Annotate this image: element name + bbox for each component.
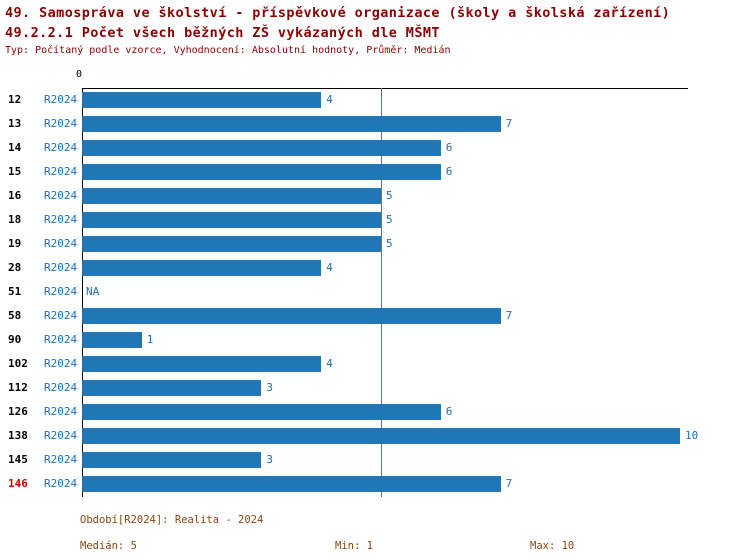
y-axis-line <box>82 88 83 497</box>
chart-row: 12 R2024 4 <box>0 88 750 112</box>
bar <box>82 404 441 420</box>
bar <box>82 476 501 492</box>
row-category-label: 28 <box>8 261 22 274</box>
row-category-label: 51 <box>8 285 22 298</box>
row-category-label: 126 <box>8 405 28 418</box>
row-series-label: R2024 <box>44 141 78 154</box>
bar-value-label: 7 <box>505 309 513 322</box>
row-category-label: 90 <box>8 333 22 346</box>
bar <box>82 164 441 180</box>
footer-median: Medián: 5 <box>80 540 137 552</box>
row-series-label: R2024 <box>44 405 78 418</box>
row-series-label: R2024 <box>44 261 78 274</box>
bar-value-label: 5 <box>386 237 393 250</box>
chart-meta-line: Typ: Počítaný podle vzorce, Vyhodnocení:… <box>5 45 451 56</box>
chart-row: 28 R2024 4 <box>0 256 750 280</box>
row-series-label: R2024 <box>44 165 78 178</box>
row-series-label: R2024 <box>44 117 78 130</box>
row-series-label: R2024 <box>44 381 78 394</box>
chart-rows: 12 R2024 4 13 R2024 7 14 R2024 6 15 R2024 6 16 R2024 5… <box>0 88 750 496</box>
chart-row: 14 R2024 6 <box>0 136 750 160</box>
x-axis-zero-label: 0 <box>76 69 83 80</box>
chart-row: 126 R2024 6 <box>0 400 750 424</box>
bar <box>82 308 501 324</box>
row-category-label: 138 <box>8 429 28 442</box>
chart-row: 102 R2024 4 <box>0 352 750 376</box>
bar-value-label: 4 <box>326 93 333 106</box>
row-series-label: R2024 <box>44 285 78 298</box>
bar-value-label: 5 <box>386 189 393 202</box>
bar <box>82 380 262 396</box>
bar <box>82 236 381 252</box>
chart-row: 145 R2024 3 <box>0 448 750 472</box>
row-category-label: 102 <box>8 357 28 370</box>
bar-value-label: 6 <box>445 141 453 154</box>
bar-value-label: NA <box>86 285 100 298</box>
footer-min: Min: 1 <box>335 540 373 552</box>
row-series-label: R2024 <box>44 333 78 346</box>
row-category-label: 146 <box>8 477 28 490</box>
chart-row: 146 R2024 7 <box>0 472 750 496</box>
row-series-label: R2024 <box>44 357 78 370</box>
chart-row: 16 R2024 5 <box>0 184 750 208</box>
chart-row: 15 R2024 6 <box>0 160 750 184</box>
bar <box>82 212 381 228</box>
bar <box>82 188 381 204</box>
chart-row: 18 R2024 5 <box>0 208 750 232</box>
chart-row: 58 R2024 7 <box>0 304 750 328</box>
row-category-label: 12 <box>8 93 22 106</box>
row-series-label: R2024 <box>44 237 78 250</box>
row-category-label: 16 <box>8 189 22 202</box>
row-series-label: R2024 <box>44 429 78 442</box>
row-series-label: R2024 <box>44 477 78 490</box>
bar <box>82 116 501 132</box>
chart-row: 19 R2024 5 <box>0 232 750 256</box>
median-line <box>381 88 382 497</box>
chart-row: 13 R2024 7 <box>0 112 750 136</box>
bar-value-label: 3 <box>266 381 274 394</box>
bar <box>82 332 142 348</box>
page-subtitle: 49.2.2.1 Počet všech běžných ZŠ vykázaný… <box>5 25 440 41</box>
row-category-label: 58 <box>8 309 22 322</box>
bar-value-label: 5 <box>386 213 393 226</box>
row-category-label: 15 <box>8 165 22 178</box>
chart-row: 90 R2024 1 <box>0 328 750 352</box>
row-category-label: 19 <box>8 237 22 250</box>
bar-value-label: 4 <box>326 357 333 370</box>
row-series-label: R2024 <box>44 309 78 322</box>
bar-value-label: 7 <box>505 477 513 490</box>
bar-chart: 12 R2024 4 13 R2024 7 14 R2024 6 15 R2024 6 16 R2024 5… <box>0 88 750 498</box>
bar-value-label: 3 <box>266 453 274 466</box>
x-axis-line <box>82 88 688 89</box>
bar-value-label: 6 <box>445 165 453 178</box>
footer-period: Období[R2024]: Realita - 2024 <box>80 514 264 526</box>
bar <box>82 452 262 468</box>
row-series-label: R2024 <box>44 189 78 202</box>
row-category-label: 14 <box>8 141 22 154</box>
row-category-label: 13 <box>8 117 22 130</box>
bar-value-label: 4 <box>326 261 333 274</box>
footer-max: Max: 10 <box>530 540 575 552</box>
row-category-label: 112 <box>8 381 28 394</box>
bar <box>82 140 441 156</box>
chart-row: 138 R2024 10 <box>0 424 750 448</box>
bar-value-label: 7 <box>505 117 513 130</box>
bar-value-label: 6 <box>445 405 453 418</box>
row-category-label: 145 <box>8 453 28 466</box>
chart-row: 112 R2024 3 <box>0 376 750 400</box>
bar-value-label: 10 <box>685 429 699 442</box>
bar <box>82 92 322 108</box>
row-series-label: R2024 <box>44 93 78 106</box>
bar <box>82 260 322 276</box>
row-category-label: 18 <box>8 213 22 226</box>
bar <box>82 428 680 444</box>
row-series-label: R2024 <box>44 453 78 466</box>
row-series-label: R2024 <box>44 213 78 226</box>
bar <box>82 356 322 372</box>
bar-value-label: 1 <box>146 333 154 346</box>
page-title: 49. Samospráva ve školství - příspěvkové… <box>5 5 671 21</box>
chart-row: 51 R2024 NA <box>0 280 750 304</box>
